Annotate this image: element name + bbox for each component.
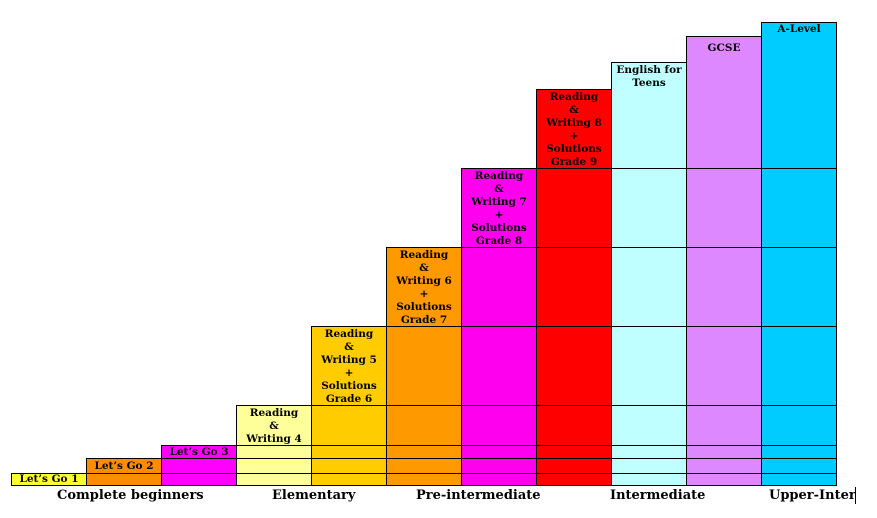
level-label-complete-beginners: Complete beginners: [57, 488, 204, 503]
stage-label-english-for-teens: English for Teens: [616, 64, 682, 89]
grid-line: [311, 326, 837, 327]
stage-column-reading-writing-6: [386, 247, 462, 486]
stage-label-reading-writing-4: Reading & Writing 4: [246, 407, 302, 445]
stage-label-reading-writing-6: Reading & Writing 6 + Solutions Grade 7: [396, 249, 452, 326]
level-label-elementary: Elementary: [272, 488, 356, 503]
stage-label-lets-go-2: Let’s Go 2: [94, 460, 154, 472]
stage-label-lets-go-3: Let’s Go 3: [169, 446, 229, 458]
grid-line: [86, 458, 837, 459]
stage-column-reading-writing-7: [461, 168, 537, 486]
level-label-upper-inter: Upper-Inter: [769, 488, 856, 503]
grid-line: [236, 405, 837, 406]
stage-label-reading-writing-8: Reading & Writing 8 + Solutions Grade 9: [546, 91, 602, 168]
stage-column-a-level: [761, 22, 837, 486]
stage-column-english-for-teens: [611, 62, 687, 486]
stage-column-gcse: [686, 36, 762, 486]
level-label-pre-intermediate: Pre-intermediate: [416, 488, 541, 503]
grid-line: [461, 168, 837, 169]
stage-column-lets-go-3: [161, 445, 237, 486]
grid-line: [11, 473, 837, 474]
stage-column-reading-writing-5: [311, 326, 387, 486]
stage-label-reading-writing-5: Reading & Writing 5 + Solutions Grade 6: [321, 328, 377, 405]
stage-label-lets-go-1: Let’s Go 1: [19, 473, 79, 485]
stage-label-gcse: GCSE: [707, 42, 741, 54]
stage-label-a-level: A-Level: [777, 23, 821, 35]
edge-marker: [855, 487, 856, 504]
grid-line: [386, 247, 837, 248]
grid-line: [161, 445, 837, 446]
stage-label-reading-writing-7: Reading & Writing 7 + Solutions Grade 8: [471, 170, 527, 247]
level-label-intermediate: Intermediate: [610, 488, 706, 503]
